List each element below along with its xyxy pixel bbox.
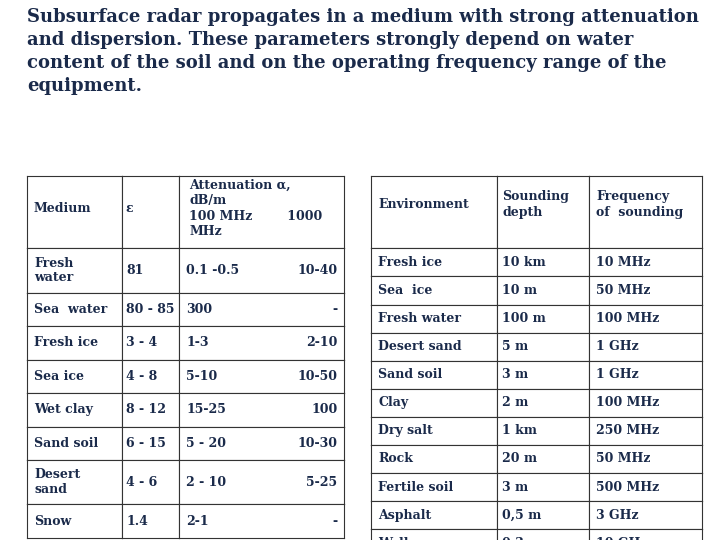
Text: Fresh ice: Fresh ice bbox=[378, 256, 443, 269]
Text: Medium: Medium bbox=[33, 202, 91, 215]
Text: Sand soil: Sand soil bbox=[378, 368, 443, 381]
Text: 1-3: 1-3 bbox=[186, 336, 209, 349]
Text: Fertile soil: Fertile soil bbox=[378, 481, 454, 494]
Text: Subsurface radar propagates in a medium with strong attenuation
and dispersion. : Subsurface radar propagates in a medium … bbox=[27, 8, 699, 95]
Text: Sand soil: Sand soil bbox=[34, 437, 98, 450]
Text: 300: 300 bbox=[186, 303, 212, 316]
Text: Dry salt: Dry salt bbox=[378, 424, 433, 437]
Text: 1 km: 1 km bbox=[503, 424, 537, 437]
Text: Rock: Rock bbox=[378, 453, 413, 465]
Text: 10 GHz: 10 GHz bbox=[596, 537, 647, 540]
Text: 5 m: 5 m bbox=[503, 340, 528, 353]
Text: 1.4: 1.4 bbox=[127, 515, 148, 528]
Text: Fresh
water: Fresh water bbox=[34, 257, 73, 284]
Text: 1 GHz: 1 GHz bbox=[596, 340, 639, 353]
Text: 10-40: 10-40 bbox=[297, 264, 338, 277]
Text: Fresh ice: Fresh ice bbox=[34, 336, 98, 349]
Text: Environment: Environment bbox=[378, 198, 469, 211]
Text: -: - bbox=[333, 303, 338, 316]
Text: 20 m: 20 m bbox=[503, 453, 537, 465]
Text: 50 MHz: 50 MHz bbox=[596, 284, 651, 297]
Text: Sea ice: Sea ice bbox=[34, 370, 84, 383]
Text: 0.1 -0.5: 0.1 -0.5 bbox=[186, 264, 239, 277]
Text: 4 - 8: 4 - 8 bbox=[127, 370, 158, 383]
Text: 10 km: 10 km bbox=[503, 256, 546, 269]
Text: Sea  water: Sea water bbox=[34, 303, 107, 316]
Text: Sounding
depth: Sounding depth bbox=[503, 191, 570, 219]
Text: 3 m: 3 m bbox=[503, 368, 528, 381]
Text: 4 - 6: 4 - 6 bbox=[127, 476, 158, 489]
Text: Desert sand: Desert sand bbox=[378, 340, 462, 353]
Text: 100 MHz: 100 MHz bbox=[596, 396, 660, 409]
Text: 2 m: 2 m bbox=[503, 396, 528, 409]
Text: 250 MHz: 250 MHz bbox=[596, 424, 660, 437]
Text: 100 m: 100 m bbox=[503, 312, 546, 325]
Text: 81: 81 bbox=[127, 264, 144, 277]
Text: 10 m: 10 m bbox=[503, 284, 537, 297]
Text: 100 MHz: 100 MHz bbox=[596, 312, 660, 325]
Text: 3 GHz: 3 GHz bbox=[596, 509, 639, 522]
Text: -: - bbox=[333, 515, 338, 528]
Text: 10-50: 10-50 bbox=[297, 370, 338, 383]
Text: 2-10: 2-10 bbox=[306, 336, 338, 349]
Text: Fresh water: Fresh water bbox=[378, 312, 462, 325]
Text: 2 - 10: 2 - 10 bbox=[186, 476, 226, 489]
Text: ε: ε bbox=[126, 202, 133, 215]
Text: Wall: Wall bbox=[378, 537, 409, 540]
Text: Wet clay: Wet clay bbox=[34, 403, 93, 416]
Text: Frequency
of  sounding: Frequency of sounding bbox=[596, 191, 683, 219]
Text: 6 - 15: 6 - 15 bbox=[127, 437, 166, 450]
Text: 0,5 m: 0,5 m bbox=[503, 509, 541, 522]
Text: Desert
sand: Desert sand bbox=[34, 469, 80, 496]
Text: 2-1: 2-1 bbox=[186, 515, 209, 528]
Text: 500 MHz: 500 MHz bbox=[596, 481, 660, 494]
Text: 50 MHz: 50 MHz bbox=[596, 453, 651, 465]
Text: 3 m: 3 m bbox=[503, 481, 528, 494]
Text: Snow: Snow bbox=[34, 515, 71, 528]
Text: Asphalt: Asphalt bbox=[378, 509, 431, 522]
Text: Clay: Clay bbox=[378, 396, 408, 409]
Text: 1 GHz: 1 GHz bbox=[596, 368, 639, 381]
Text: Attenuation α,
dB/m
100 MHz        1000
MHz: Attenuation α, dB/m 100 MHz 1000 MHz bbox=[189, 179, 323, 238]
Text: 15-25: 15-25 bbox=[186, 403, 226, 416]
Text: 10 MHz: 10 MHz bbox=[596, 256, 651, 269]
Text: 8 - 12: 8 - 12 bbox=[127, 403, 166, 416]
Text: 5-25: 5-25 bbox=[307, 476, 338, 489]
Text: Sea  ice: Sea ice bbox=[378, 284, 433, 297]
Text: 100: 100 bbox=[311, 403, 338, 416]
Text: 5-10: 5-10 bbox=[186, 370, 217, 383]
Text: 80 - 85: 80 - 85 bbox=[127, 303, 175, 316]
Text: 0,3 m: 0,3 m bbox=[503, 537, 541, 540]
Text: 5 - 20: 5 - 20 bbox=[186, 437, 226, 450]
Text: 10-30: 10-30 bbox=[297, 437, 338, 450]
Text: 3 - 4: 3 - 4 bbox=[127, 336, 158, 349]
